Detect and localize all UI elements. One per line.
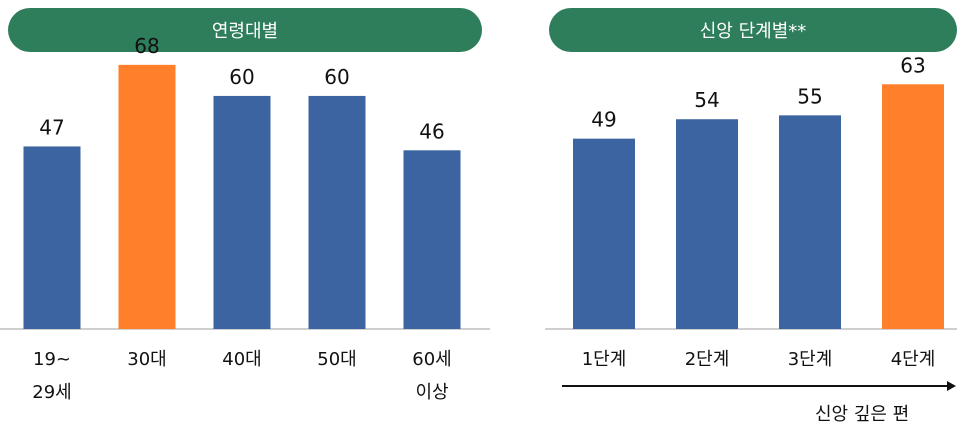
bar [308, 95, 366, 329]
chart-title-pill: 연령대별 [8, 8, 482, 52]
bar [882, 84, 944, 330]
bar [779, 115, 841, 329]
tick-label: 50대 [317, 349, 356, 370]
tick-label: 4단계 [891, 349, 936, 370]
data-label: 55 [797, 84, 822, 108]
data-label: 54 [694, 88, 719, 112]
bar [573, 138, 635, 329]
data-label: 49 [591, 108, 616, 132]
chart-title: 연령대별 [211, 21, 279, 42]
data-label: 63 [900, 53, 925, 77]
tick-label: 60세 [412, 349, 451, 370]
tick-label: 2단계 [685, 349, 730, 370]
bar [403, 150, 461, 329]
tick-label: 1단계 [582, 349, 627, 370]
tick-label: 40대 [222, 349, 261, 370]
depth-arrow-line [562, 385, 950, 387]
bar [118, 64, 176, 329]
data-label: 47 [39, 115, 64, 139]
bar [23, 146, 81, 329]
data-label: 60 [229, 65, 254, 89]
tick-label: 30대 [127, 349, 166, 370]
data-label: 68 [134, 34, 159, 58]
faith-stage-bar-chart: 49 1단계 54 2단계 55 3단계 63 4단계 [545, 53, 957, 370]
chart-title-pill: 신앙 단계별** [549, 8, 957, 52]
bar [676, 119, 738, 329]
arrow-label: 신앙 깊은 편 [815, 404, 910, 425]
faith-stage-chart-panel: 신앙 단계별** 49 1단계 54 2단계 55 3단계 63 4단계 신앙 깊은 편 [545, 0, 957, 427]
tick-label: 29세 [32, 382, 71, 403]
tick-label: 이상 [415, 382, 448, 403]
tick-label: 3단계 [788, 349, 833, 370]
tick-label: 19~ [33, 349, 71, 370]
arrow-right-icon [947, 381, 956, 391]
chart-title: 신앙 단계별** [699, 21, 807, 42]
data-label: 60 [324, 65, 349, 89]
data-label: 46 [419, 119, 444, 143]
bar [213, 95, 271, 329]
